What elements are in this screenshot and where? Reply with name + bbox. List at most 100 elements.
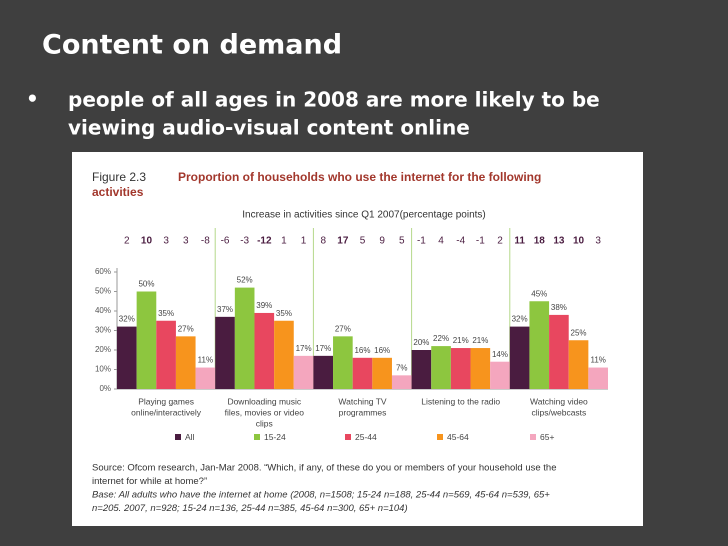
bar — [215, 316, 235, 389]
x-tick-label: online/interactively — [131, 407, 202, 417]
increase-label: -8 — [201, 236, 210, 247]
value-label: 16% — [374, 346, 390, 355]
bar — [549, 314, 569, 389]
chart-title: activities — [92, 185, 144, 199]
value-label: 37% — [217, 305, 233, 314]
value-label: 50% — [138, 280, 154, 289]
bar — [195, 367, 216, 389]
bar — [333, 336, 353, 389]
increase-label: 3 — [595, 236, 601, 247]
value-label: 22% — [433, 334, 449, 343]
increase-label: 3 — [163, 236, 169, 247]
legend-swatch — [437, 434, 443, 440]
bar — [450, 348, 471, 389]
increase-label: 9 — [379, 236, 385, 247]
y-tick-label: 10% — [95, 365, 111, 374]
bar — [372, 357, 392, 389]
value-label: 21% — [453, 336, 469, 345]
value-label: 7% — [396, 363, 408, 372]
x-tick-label: clips — [256, 418, 273, 428]
increase-label: -6 — [221, 236, 230, 247]
y-tick-label: 50% — [95, 287, 111, 296]
bar — [313, 355, 334, 389]
increase-label: 17 — [337, 236, 349, 247]
chart-title: Proportion of households who use the int… — [178, 170, 541, 184]
legend-label: 25-44 — [355, 432, 377, 442]
bar — [234, 287, 255, 389]
value-label: 39% — [256, 301, 272, 310]
increase-label: -1 — [476, 236, 485, 247]
value-label: 11% — [590, 356, 605, 365]
increase-label: 5 — [360, 236, 366, 247]
value-label: 14% — [492, 350, 508, 359]
increase-label: 18 — [534, 236, 546, 247]
increase-label: 13 — [553, 236, 565, 247]
y-tick-label: 20% — [95, 345, 111, 354]
bar — [588, 367, 608, 389]
y-tick-label: 40% — [95, 306, 111, 315]
source-note: Base: All adults who have the internet a… — [92, 490, 550, 501]
value-label: 25% — [571, 328, 587, 337]
value-label: 11% — [198, 356, 213, 365]
bar — [156, 320, 176, 389]
increase-label: 2 — [497, 236, 503, 247]
increase-label: 10 — [141, 236, 153, 247]
bullet-text: viewing audio-visual content online — [68, 116, 470, 140]
value-label: 52% — [237, 276, 253, 285]
legend-swatch — [345, 434, 351, 440]
bullet: • — [26, 87, 39, 111]
bar — [411, 350, 432, 389]
value-label: 32% — [119, 315, 135, 324]
value-label: 17% — [296, 344, 312, 353]
value-label: 27% — [335, 324, 351, 333]
value-label: 35% — [158, 309, 174, 318]
value-label: 17% — [315, 344, 331, 353]
chart-subtitle: Increase in activities since Q1 2007(per… — [242, 210, 485, 221]
increase-label: 11 — [514, 236, 525, 247]
increase-label: 1 — [301, 236, 307, 247]
bar — [568, 340, 589, 389]
x-tick-label: Watching video — [530, 396, 588, 406]
increase-label: 8 — [320, 236, 326, 247]
value-label: 38% — [551, 303, 567, 312]
bar — [293, 355, 314, 389]
increase-label: 1 — [281, 236, 287, 247]
x-tick-label: clips/webcasts — [531, 407, 586, 417]
value-label: 20% — [413, 338, 429, 347]
increase-label: 3 — [183, 236, 189, 247]
x-tick-label: files, movies or video — [225, 407, 305, 417]
bar — [117, 326, 137, 389]
value-label: 32% — [512, 315, 528, 324]
bullet-text: people of all ages in 2008 are more like… — [68, 88, 600, 112]
legend-label: 15-24 — [264, 432, 286, 442]
increase-label: -3 — [240, 236, 249, 247]
value-label: 16% — [354, 346, 370, 355]
x-tick-label: Listening to the radio — [421, 396, 500, 406]
increase-label: 10 — [573, 236, 585, 247]
increase-label: 5 — [399, 236, 405, 247]
source-note: Source: Ofcom research, Jan-Mar 2008. “W… — [92, 463, 557, 474]
legend-label: 65+ — [540, 432, 554, 442]
value-label: 27% — [178, 324, 194, 333]
y-tick-label: 30% — [95, 326, 111, 335]
legend-swatch — [254, 434, 260, 440]
source-note: n=205. 2007, n=928; 15-24 n=136, 25-44 n… — [92, 503, 408, 514]
y-tick-label: 0% — [99, 384, 111, 393]
bar — [509, 326, 530, 389]
x-tick-label: programmes — [339, 407, 387, 417]
bar — [175, 336, 196, 389]
value-label: 35% — [276, 309, 292, 318]
bar — [254, 312, 275, 389]
figure-label: Figure 2.3 — [92, 170, 146, 184]
bar — [431, 346, 451, 389]
legend-swatch — [530, 434, 536, 440]
increase-label: -1 — [417, 236, 426, 247]
x-tick-label: Watching TV — [338, 396, 387, 406]
bar — [352, 357, 373, 389]
legend-label: All — [185, 432, 195, 442]
increase-label: -4 — [456, 236, 465, 247]
bar — [529, 301, 550, 389]
x-tick-label: Playing games — [138, 396, 194, 406]
legend-label: 45-64 — [447, 432, 469, 442]
